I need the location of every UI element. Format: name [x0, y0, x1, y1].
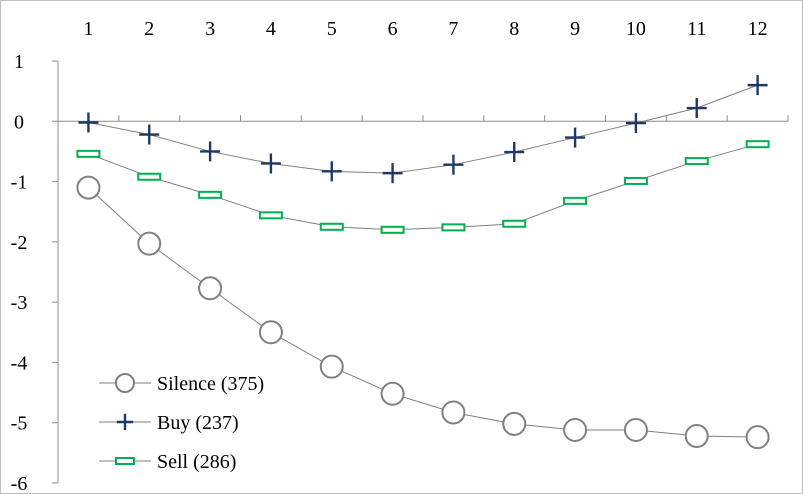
x-tick-label: 1	[83, 18, 93, 40]
y-tick-label: -3	[11, 292, 28, 314]
data-point	[137, 172, 162, 181]
series-sell	[76, 140, 770, 234]
data-point	[76, 175, 101, 200]
data-point	[684, 157, 709, 166]
data-point	[319, 354, 344, 379]
x-tick-label: 3	[205, 18, 215, 40]
series-line	[88, 187, 758, 438]
legend-label: Buy (237)	[157, 412, 239, 434]
y-tick-label: 0	[14, 111, 24, 133]
data-point	[258, 320, 283, 345]
data-point	[76, 149, 101, 158]
x-tick-label: 2	[144, 18, 154, 40]
data-point	[260, 153, 281, 174]
series-buy	[78, 75, 768, 184]
data-point	[502, 411, 527, 436]
axes	[52, 60, 789, 484]
data-point	[380, 381, 405, 406]
data-point	[382, 163, 403, 184]
legend-item-buy: Buy (237)	[99, 412, 239, 434]
y-tick-label: -4	[11, 352, 28, 374]
x-tick-label: 7	[448, 18, 458, 40]
x-tick-label: 12	[748, 18, 768, 40]
data-point	[258, 211, 283, 220]
data-point	[114, 457, 136, 465]
data-point	[319, 222, 344, 231]
data-point	[114, 372, 136, 394]
data-point	[565, 127, 586, 148]
y-tick-label: -1	[11, 172, 28, 194]
data-point	[198, 276, 223, 301]
x-tick-labels: 1 2 3 4 5 6 7 8 9 10 11 12	[83, 18, 767, 40]
data-point	[78, 112, 99, 133]
series-line	[88, 84, 758, 174]
data-point	[441, 223, 466, 232]
x-tick-label: 9	[570, 18, 580, 40]
data-point	[321, 161, 342, 182]
data-point	[504, 142, 525, 163]
x-tick-label: 10	[626, 18, 646, 40]
data-point	[502, 219, 527, 228]
data-point	[380, 225, 405, 234]
data-point	[563, 417, 588, 442]
data-point	[116, 413, 134, 431]
x-tick-label: 8	[509, 18, 519, 40]
data-point	[686, 98, 707, 119]
legend-label: Sell (286)	[157, 451, 236, 473]
data-point	[623, 176, 648, 185]
data-point	[139, 124, 160, 145]
y-tick-label: -5	[11, 413, 28, 435]
data-point	[747, 75, 768, 96]
series-layer	[76, 75, 770, 450]
legend: Silence (375) Buy (237) Sell (286)	[99, 372, 264, 473]
y-tick-labels: 1 0 -1 -2 -3 -4 -5 -6	[11, 51, 28, 493]
data-point	[745, 425, 770, 450]
x-tick-label: 5	[327, 18, 337, 40]
y-tick-label: 1	[14, 51, 24, 73]
data-point	[200, 141, 221, 162]
x-tick-label: 4	[266, 18, 276, 40]
y-tick-label: -6	[11, 473, 28, 493]
legend-item-sell: Sell (286)	[99, 451, 236, 473]
data-point	[623, 417, 648, 442]
legend-label: Silence (375)	[157, 373, 264, 395]
data-point	[441, 400, 466, 425]
legend-item-silence: Silence (375)	[99, 372, 264, 395]
y-tick-label: -2	[11, 232, 28, 254]
x-tick-label: 11	[687, 18, 706, 40]
x-tick-label: 6	[388, 18, 398, 40]
data-point	[137, 231, 162, 256]
data-point	[563, 196, 588, 205]
data-point	[625, 113, 646, 134]
data-point	[198, 190, 223, 199]
data-point	[745, 140, 770, 149]
data-point	[684, 423, 709, 448]
data-point	[443, 154, 464, 175]
series-silence	[76, 175, 770, 450]
series-line	[88, 143, 758, 231]
